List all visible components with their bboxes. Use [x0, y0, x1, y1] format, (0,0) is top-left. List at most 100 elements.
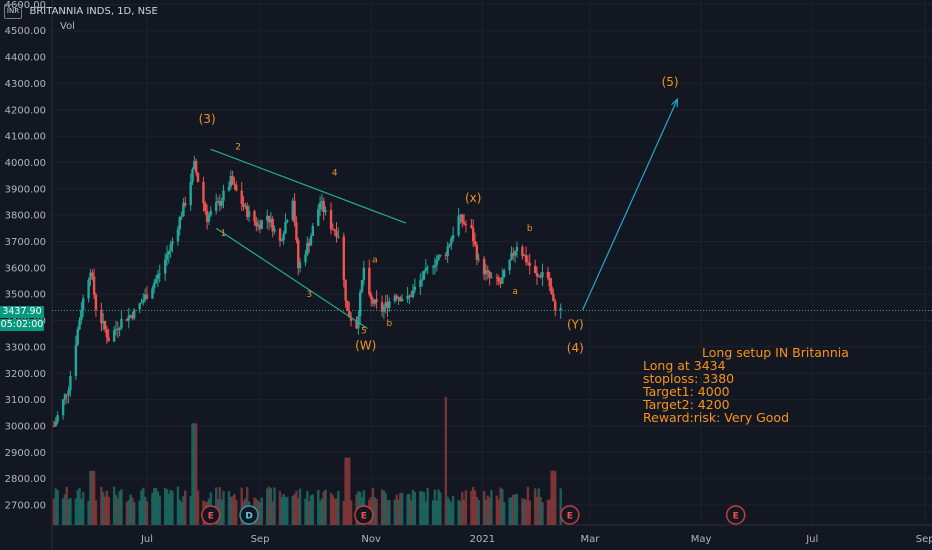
- currency-badge[interactable]: INR: [4, 4, 22, 19]
- volume-bar: [448, 499, 451, 525]
- candle-body: [63, 394, 67, 400]
- volume-bar: [475, 496, 479, 525]
- candle-body: [502, 270, 506, 277]
- candle-body: [143, 294, 147, 300]
- candle-body: [89, 272, 92, 280]
- volume-bar: [52, 498, 56, 525]
- volume-bar: [382, 490, 386, 525]
- candle-body: [127, 315, 130, 321]
- volume-bar: [388, 500, 391, 525]
- candle-body: [178, 217, 181, 230]
- candle-body: [448, 244, 451, 247]
- candle-body: [309, 235, 313, 246]
- volume-bar: [158, 495, 161, 525]
- countdown-badge: 05:02:00: [0, 319, 44, 331]
- time-tick-label: Nov: [361, 534, 381, 545]
- candle-body: [253, 211, 256, 222]
- candle-body: [362, 267, 366, 281]
- wave-label: (W): [355, 339, 376, 353]
- candle-body: [477, 258, 480, 260]
- volume-bar: [317, 489, 320, 525]
- candle-body: [273, 228, 276, 232]
- volume-bar: [271, 501, 274, 525]
- volume-bar: [229, 497, 232, 525]
- candle-body: [131, 314, 134, 319]
- volume-bar: [499, 487, 502, 525]
- candle-body: [107, 337, 110, 342]
- volume-bar: [163, 487, 167, 525]
- wave-label: 4: [332, 169, 338, 179]
- price-tick-label: 2700.00: [5, 501, 46, 512]
- candle-body: [554, 301, 557, 311]
- candle-body: [324, 209, 327, 212]
- candle-body: [65, 394, 68, 396]
- volume-bar: [437, 489, 440, 525]
- candle-body: [280, 240, 284, 242]
- volume-bar: [120, 489, 123, 525]
- marker-circle: [725, 505, 746, 525]
- volume-bar: [482, 491, 486, 525]
- earnings-marker[interactable]: E: [201, 505, 221, 525]
- volume-bar: [215, 487, 218, 525]
- volume-bar: [304, 498, 307, 525]
- earnings-marker[interactable]: E: [354, 505, 374, 525]
- candle-body: [457, 216, 460, 236]
- candle-body: [138, 303, 141, 310]
- volume-bar: [231, 496, 234, 525]
- candle-body: [537, 276, 541, 278]
- volume-bar: [497, 499, 500, 525]
- volume-bar: [373, 497, 376, 525]
- volume-bar: [127, 500, 130, 525]
- candle-body: [488, 271, 491, 278]
- volume-bar: [87, 500, 90, 525]
- candle-body: [244, 205, 247, 207]
- price-tick-label: 2900.00: [5, 448, 46, 459]
- wave-label: 2: [235, 142, 241, 152]
- volume-bar: [169, 489, 172, 525]
- volume-bar: [81, 492, 85, 525]
- volume-bar: [464, 490, 468, 525]
- symbol-title[interactable]: BRITANNIA INDS, 1D, NSE: [29, 6, 158, 17]
- candle-body: [397, 297, 400, 299]
- candle-body: [218, 201, 222, 206]
- volume-bar: [193, 423, 196, 525]
- volume-label[interactable]: Vol: [60, 21, 75, 32]
- earnings-marker[interactable]: E: [725, 505, 746, 525]
- candle-body: [158, 273, 161, 275]
- candle-body: [420, 279, 424, 281]
- candle-body: [344, 279, 347, 301]
- volume-bar: [180, 502, 183, 525]
- candle-body: [559, 308, 562, 311]
- volume-bar: [419, 490, 422, 525]
- projection-arrow: [582, 98, 678, 311]
- candle-body: [182, 202, 185, 217]
- volume-bar: [559, 488, 562, 525]
- candle-body: [322, 201, 325, 212]
- candle-body: [524, 255, 528, 262]
- candle-body: [331, 229, 335, 231]
- volume-bar: [138, 500, 141, 525]
- volume-bar: [384, 492, 387, 525]
- price-tick-label: 3000.00: [5, 421, 46, 432]
- volume-bar: [266, 488, 269, 525]
- volume-bar: [258, 502, 262, 525]
- dividend-marker[interactable]: D: [239, 505, 259, 525]
- candle-body: [293, 200, 296, 223]
- volume-bar: [76, 490, 79, 525]
- candle-body: [54, 421, 58, 427]
- trade-notes: Long setup IN Britannia Long at 3434 sto…: [643, 346, 849, 424]
- volume-bar: [420, 491, 424, 525]
- volume-bar: [526, 486, 530, 525]
- earnings-marker[interactable]: E: [560, 505, 580, 525]
- candle-body: [114, 328, 118, 331]
- candle-body: [400, 299, 404, 301]
- candle-body: [298, 262, 302, 269]
- candle-body: [318, 202, 322, 210]
- wave-channel-line: [210, 148, 407, 224]
- candle-body: [406, 295, 409, 300]
- volume-bar: [143, 496, 147, 525]
- candle-body: [533, 265, 537, 274]
- volume-bar: [112, 486, 116, 525]
